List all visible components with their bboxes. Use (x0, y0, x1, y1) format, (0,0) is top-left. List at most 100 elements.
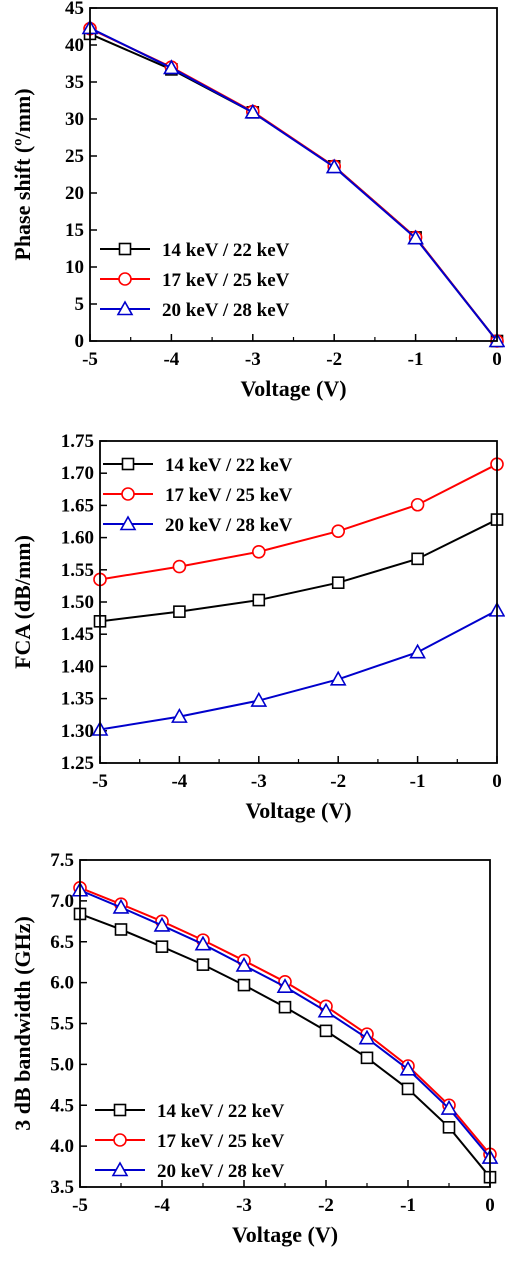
data-point (278, 1000, 292, 1014)
data-point (329, 670, 347, 686)
plot-frame (99, 440, 498, 764)
fca-chart: -5 -4 -3 -2 -1 0 1.25 1.30 1.35 1.40 1.45 1.50 1.55 1… (10, 431, 505, 823)
y-tick-label: 1.50 (61, 592, 94, 613)
data-point (440, 1099, 458, 1115)
data-point (331, 524, 346, 538)
x-tick-label: -2 (318, 1195, 334, 1216)
data-point (172, 559, 187, 574)
data-point (153, 916, 171, 932)
series-line-1 (79, 886, 491, 1155)
y-tick-label: 6.0 (50, 973, 74, 994)
legend-label: 14 keV / 22 keV (157, 1101, 285, 1122)
x-tick-label: 0 (492, 349, 502, 370)
x-tick-label: 0 (492, 771, 502, 792)
x-axis-label: Voltage (V) (240, 376, 346, 401)
y-tick-label: 1.75 (61, 431, 94, 452)
x-tick-label: -1 (408, 349, 424, 370)
data-point (114, 923, 128, 936)
y-tick-label: 35 (65, 72, 84, 93)
data-point (173, 605, 186, 618)
data-point (196, 958, 210, 971)
x-tick-label: -5 (92, 771, 108, 792)
legend-label: 20 keV / 28 keV (165, 515, 293, 536)
phase-shift-chart: -5 -4 -3 -2 -1 0 0 5 10 15 20 25 30 35 40 45 Voltage (V)… (10, 0, 505, 401)
data-point (252, 593, 266, 607)
y-axis-label: Phase shift (º/mm) (10, 88, 35, 260)
data-point (194, 935, 212, 951)
data-point (331, 576, 345, 589)
legend-label: 14 keV / 22 keV (162, 240, 290, 261)
data-point (244, 103, 262, 119)
data-point (171, 707, 188, 723)
y-tick-label: 40 (65, 35, 84, 56)
series-line-2 (99, 609, 498, 731)
data-point (276, 978, 294, 994)
y-tick-label: 1.35 (61, 689, 94, 710)
legend-label: 20 keV / 28 keV (162, 300, 290, 321)
y-tick-label: 1.40 (61, 656, 94, 677)
legend-label: 17 keV / 25 keV (157, 1131, 285, 1152)
y-tick-label: 3.5 (50, 1177, 74, 1198)
series-line-0 (89, 32, 498, 342)
x-tick-label: -5 (82, 349, 98, 370)
y-tick-label: 7.0 (50, 891, 74, 912)
x-axis-label: Voltage (V) (245, 798, 351, 823)
y-tick-label: 1.60 (61, 528, 94, 549)
y-tick-label: 10 (65, 257, 84, 278)
data-point (237, 978, 251, 992)
series-line-2 (79, 889, 491, 1159)
y-tick-label: 5 (75, 294, 85, 315)
plot-frame (89, 7, 498, 342)
y-tick-label: 5.0 (50, 1054, 74, 1075)
legend-marker (121, 487, 135, 501)
y-tick-label: 1.70 (61, 463, 94, 484)
x-tick-label: -2 (326, 349, 342, 370)
y-tick-label: 1.25 (61, 753, 94, 774)
y-tick-label: 4.5 (50, 1095, 74, 1116)
data-point (251, 544, 266, 559)
y-tick-label: 1.65 (61, 495, 94, 516)
legend-marker (118, 242, 132, 256)
x-tick-label: -4 (171, 771, 187, 792)
y-tick-label: 1.30 (61, 721, 94, 742)
y-axis-label: FCA (dB/mm) (10, 535, 35, 669)
legend-label: 17 keV / 25 keV (165, 485, 293, 506)
data-point (410, 497, 425, 512)
series-line-1 (99, 463, 498, 581)
data-point (360, 1051, 374, 1065)
data-point (399, 1060, 417, 1076)
series-line-0 (99, 518, 498, 623)
legend-marker (121, 457, 135, 471)
legend-label: 20 keV / 28 keV (157, 1161, 285, 1182)
y-tick-label: 1.55 (61, 560, 94, 581)
x-tick-label: -5 (72, 1195, 88, 1216)
x-tick-label: -3 (236, 1195, 252, 1216)
data-point (250, 691, 268, 707)
legend-marker (119, 515, 137, 531)
bandwidth-chart: -5 -4 -3 -2 -1 0 3.5 4.0 4.5 5.0 5.5 6.0 6.5 7.0 7.5 Vo… (10, 850, 499, 1247)
x-tick-label: -3 (251, 771, 267, 792)
x-axis-label: Voltage (V) (232, 1222, 338, 1247)
series-line-2 (89, 27, 498, 342)
data-point (325, 158, 343, 174)
data-point (407, 229, 424, 245)
y-axis-label: 3 dB bandwidth (GHz) (10, 916, 35, 1131)
x-tick-label: -4 (154, 1195, 170, 1216)
y-tick-label: 30 (65, 109, 84, 130)
legend-marker (116, 300, 134, 316)
y-tick-label: 6.5 (50, 932, 74, 953)
data-point (112, 898, 130, 914)
y-tick-label: 7.5 (50, 850, 74, 871)
x-tick-label: -1 (410, 771, 426, 792)
x-tick-label: -4 (163, 349, 179, 370)
data-point (401, 1082, 415, 1096)
legend-marker (111, 1161, 129, 1177)
data-point (317, 1002, 335, 1018)
x-tick-label: 0 (485, 1195, 495, 1216)
legend-marker (113, 1103, 127, 1117)
legend-marker (118, 272, 132, 286)
y-tick-label: 25 (65, 146, 84, 167)
x-tick-label: -2 (330, 771, 346, 792)
data-point (442, 1121, 456, 1134)
